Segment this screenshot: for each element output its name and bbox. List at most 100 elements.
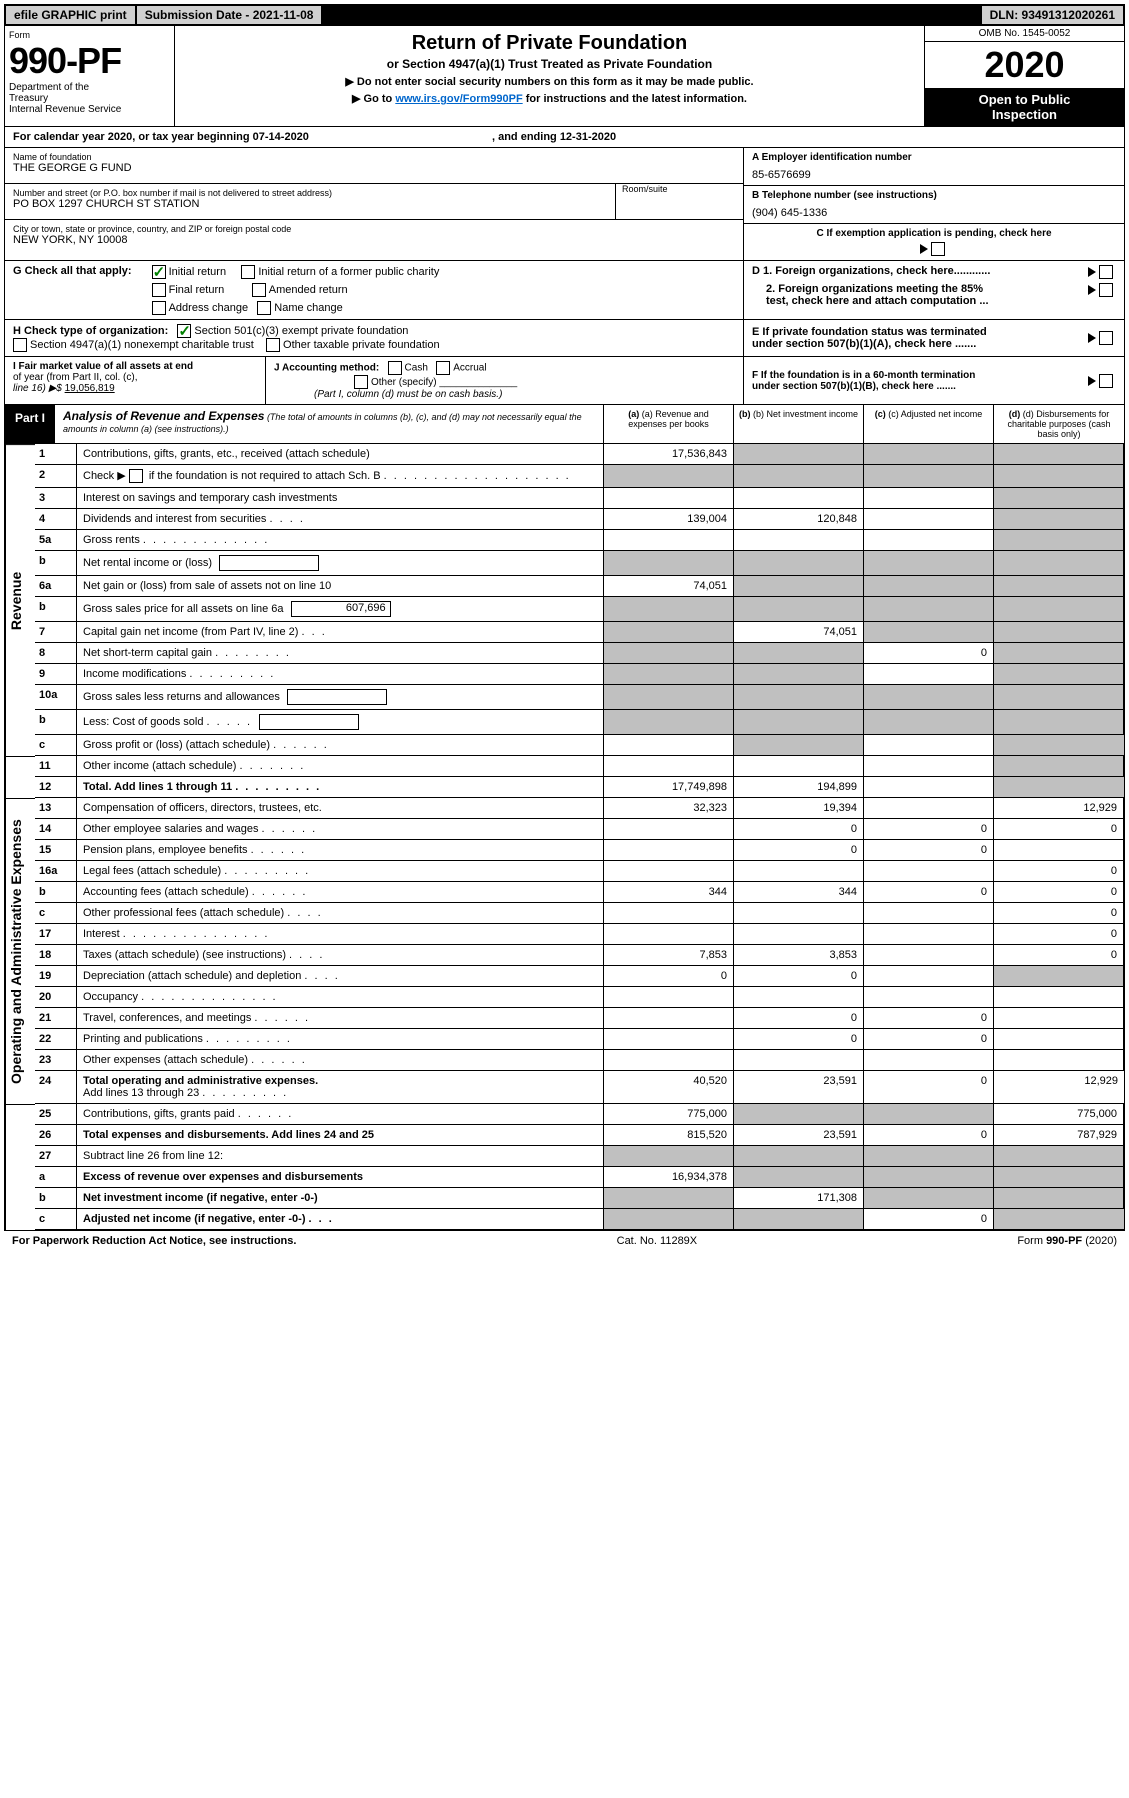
f-checkbox[interactable] bbox=[1099, 374, 1113, 388]
f-section: F If the foundation is in a 60-month ter… bbox=[744, 357, 1124, 404]
form-header: Form 990-PF Department of the Treasury I… bbox=[4, 26, 1125, 127]
line-13-b: 19,394 bbox=[734, 798, 864, 819]
line-2-num: 2 bbox=[35, 465, 77, 488]
line-17-desc: Interest . . . . . . . . . . . . . . . bbox=[77, 924, 604, 945]
d2-checkbox[interactable] bbox=[1099, 283, 1113, 297]
line-9-d bbox=[994, 664, 1124, 685]
final-return: Final return bbox=[169, 284, 225, 296]
line-12-c bbox=[864, 777, 994, 798]
title-box: Return of Private Foundation or Section … bbox=[175, 26, 924, 126]
h-e-row: H Check type of organization: Section 50… bbox=[4, 320, 1125, 357]
line-5b-b bbox=[734, 551, 864, 576]
address-change-checkbox[interactable] bbox=[152, 301, 166, 315]
dept-2: Treasury bbox=[9, 93, 170, 104]
line-27c-desc: Adjusted net income (if negative, enter … bbox=[77, 1209, 604, 1230]
e-checkbox[interactable] bbox=[1099, 331, 1113, 345]
line-6b-num: b bbox=[35, 597, 77, 622]
line-9-num: 9 bbox=[35, 664, 77, 685]
line-24-a: 40,520 bbox=[604, 1071, 734, 1104]
phone-cell: B Telephone number (see instructions) (9… bbox=[744, 186, 1124, 224]
line-3-c bbox=[864, 488, 994, 509]
line-15-b: 0 bbox=[734, 840, 864, 861]
other-taxable: Other taxable private foundation bbox=[283, 339, 440, 351]
line-15-c: 0 bbox=[864, 840, 994, 861]
line-3-desc: Interest on savings and temporary cash i… bbox=[77, 488, 604, 509]
line-27-num: 27 bbox=[35, 1146, 77, 1167]
omb: OMB No. 1545-0052 bbox=[925, 26, 1124, 42]
line-3-b bbox=[734, 488, 864, 509]
line-17-a bbox=[604, 924, 734, 945]
c-label: C If exemption application is pending, c… bbox=[816, 228, 1051, 239]
line-18-c bbox=[864, 945, 994, 966]
city-label: City or town, state or province, country… bbox=[13, 224, 735, 234]
line-9-a bbox=[604, 664, 734, 685]
line-25-desc: Contributions, gifts, grants paid . . . … bbox=[77, 1104, 604, 1125]
address: PO BOX 1297 CHURCH ST STATION bbox=[13, 198, 609, 210]
s4947: Section 4947(a)(1) nonexempt charitable … bbox=[30, 339, 254, 351]
line-15-desc: Pension plans, employee benefits . . . .… bbox=[77, 840, 604, 861]
city-cell: City or town, state or province, country… bbox=[5, 220, 743, 256]
accrual-checkbox[interactable] bbox=[436, 361, 450, 375]
final-return-checkbox[interactable] bbox=[152, 283, 166, 297]
ein-cell: A Employer identification number 85-6576… bbox=[744, 148, 1124, 186]
line-10b-num: b bbox=[35, 710, 77, 735]
line-7-d bbox=[994, 622, 1124, 643]
line-10b-a bbox=[604, 710, 734, 735]
line-19-b: 0 bbox=[734, 966, 864, 987]
phone: (904) 645-1336 bbox=[752, 207, 1116, 219]
line-25-c bbox=[864, 1104, 994, 1125]
line-8-a bbox=[604, 643, 734, 664]
line-27b-b: 171,308 bbox=[734, 1188, 864, 1209]
line-26-c: 0 bbox=[864, 1125, 994, 1146]
d1-checkbox[interactable] bbox=[1099, 265, 1113, 279]
line-26-d: 787,929 bbox=[994, 1125, 1124, 1146]
line-7-desc: Capital gain net income (from Part IV, l… bbox=[77, 622, 604, 643]
line-27a-desc: Excess of revenue over expenses and disb… bbox=[77, 1167, 604, 1188]
part1-title-box: Analysis of Revenue and Expenses (The to… bbox=[55, 405, 604, 443]
line-27b-a bbox=[604, 1188, 734, 1209]
line-6a-b bbox=[734, 576, 864, 597]
line-16c-b bbox=[734, 903, 864, 924]
other-method-checkbox[interactable] bbox=[354, 375, 368, 389]
j-label: J Accounting method: bbox=[274, 363, 379, 374]
irs-link[interactable]: www.irs.gov/Form990PF bbox=[395, 93, 522, 105]
c-checkbox[interactable] bbox=[931, 242, 945, 256]
4947-checkbox[interactable] bbox=[13, 338, 27, 352]
line-10a-box bbox=[287, 689, 387, 705]
d-section: D 1. Foreign organizations, check here..… bbox=[744, 261, 1124, 319]
line-24-desc: Total operating and administrative expen… bbox=[77, 1071, 604, 1104]
line-20-d bbox=[994, 987, 1124, 1008]
line-11-num: 11 bbox=[35, 756, 77, 777]
room-label: Room/suite bbox=[622, 184, 735, 194]
line-12-desc: Total. Add lines 1 through 11 . . . . . … bbox=[77, 777, 604, 798]
initial-return-checkbox[interactable] bbox=[152, 265, 166, 279]
line-27-a bbox=[604, 1146, 734, 1167]
address-change: Address change bbox=[169, 302, 249, 314]
line-10c-desc: Gross profit or (loss) (attach schedule)… bbox=[77, 735, 604, 756]
line-18-d: 0 bbox=[994, 945, 1124, 966]
schb-checkbox[interactable] bbox=[129, 469, 143, 483]
line-16a-num: 16a bbox=[35, 861, 77, 882]
line-10a-desc: Gross sales less returns and allowances bbox=[77, 685, 604, 710]
form-box: Form 990-PF Department of the Treasury I… bbox=[5, 26, 175, 126]
line-14-num: 14 bbox=[35, 819, 77, 840]
amended-checkbox[interactable] bbox=[252, 283, 266, 297]
expenses-vlabel-cont bbox=[5, 1104, 35, 1230]
line-8-num: 8 bbox=[35, 643, 77, 664]
other-taxable-checkbox[interactable] bbox=[266, 338, 280, 352]
line-18-b: 3,853 bbox=[734, 945, 864, 966]
name-change: Name change bbox=[274, 302, 343, 314]
efile-print[interactable]: efile GRAPHIC print bbox=[6, 6, 137, 24]
cash-checkbox[interactable] bbox=[388, 361, 402, 375]
line-6a-c bbox=[864, 576, 994, 597]
line-10a-num: 10a bbox=[35, 685, 77, 710]
line-26-a: 815,520 bbox=[604, 1125, 734, 1146]
line-25-d: 775,000 bbox=[994, 1104, 1124, 1125]
line-5a-d bbox=[994, 530, 1124, 551]
line-12-b: 194,899 bbox=[734, 777, 864, 798]
instr-2: ▶ Go to www.irs.gov/Form990PF for instru… bbox=[181, 92, 918, 105]
initial-former-checkbox[interactable] bbox=[241, 265, 255, 279]
name-change-checkbox[interactable] bbox=[257, 301, 271, 315]
g-d-row: G Check all that apply: Initial return I… bbox=[4, 261, 1125, 320]
501c3-checkbox[interactable] bbox=[177, 324, 191, 338]
